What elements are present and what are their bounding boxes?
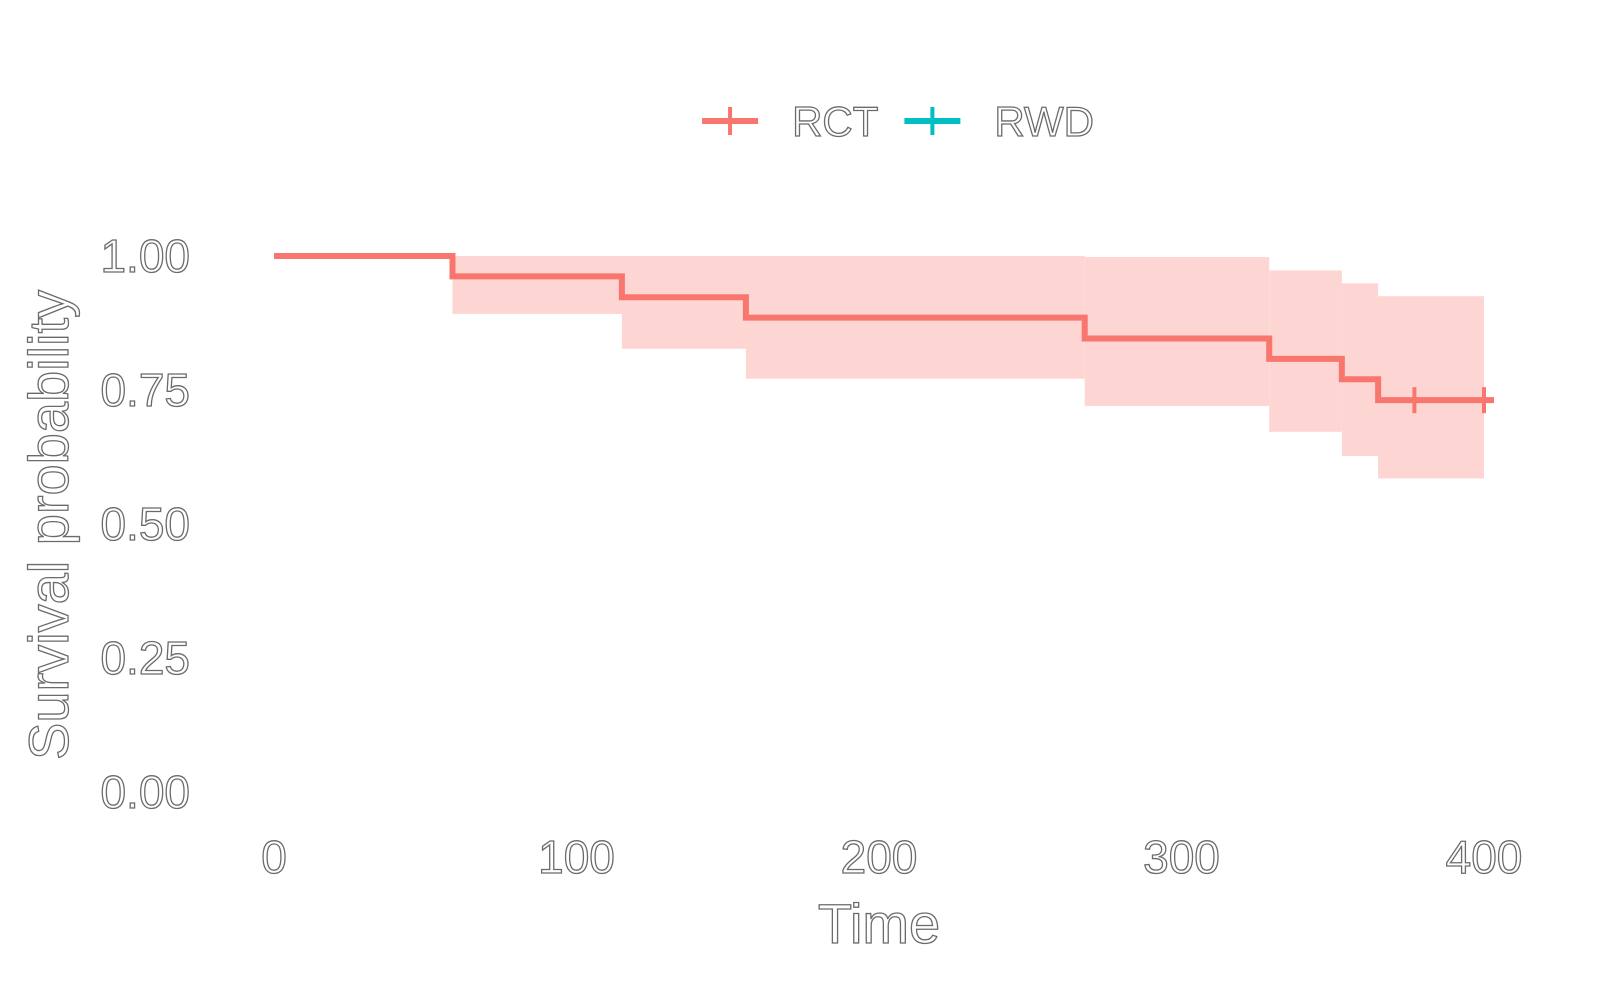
legend-item-rct: RCT bbox=[702, 97, 879, 146]
y-tick-label: 0.00 bbox=[100, 766, 190, 818]
y-tick-label: 0.75 bbox=[100, 364, 190, 416]
ribbon-rct-1 bbox=[452, 256, 622, 314]
legend-item-rwd: RWD bbox=[904, 97, 1095, 146]
x-tick-label: 400 bbox=[1446, 831, 1523, 883]
survival-curves bbox=[274, 253, 1494, 404]
censor-marks bbox=[1412, 387, 1486, 414]
legend-label-rwd: RWD bbox=[994, 98, 1094, 145]
x-tick-label: 300 bbox=[1143, 831, 1220, 883]
ribbon-rct-7 bbox=[1378, 296, 1484, 479]
x-tick-label: 200 bbox=[841, 831, 918, 883]
ribbon-rct-2 bbox=[621, 256, 746, 349]
y-tick-label: 1.00 bbox=[100, 230, 190, 282]
ribbon-rct-5 bbox=[1269, 270, 1342, 432]
legend-label-rct: RCT bbox=[792, 98, 878, 145]
x-axis-title: Time bbox=[818, 892, 940, 955]
survival-line-rct bbox=[274, 253, 1494, 404]
ribbon-rct-6 bbox=[1341, 283, 1379, 456]
ribbon-rct-4 bbox=[1084, 257, 1270, 407]
x-tick-label: 100 bbox=[538, 831, 615, 883]
confidence-ribbons bbox=[452, 256, 1484, 479]
y-tick-label: 0.25 bbox=[100, 632, 190, 684]
y-axis-ticks: 0.00 0.25 0.50 0.75 1.00 bbox=[100, 229, 191, 818]
legend: RCT RWD bbox=[702, 97, 1095, 146]
y-axis-title: Survival probability bbox=[17, 290, 80, 760]
x-axis-ticks: 0 100 200 300 400 bbox=[261, 830, 1523, 883]
x-tick-label: 0 bbox=[261, 831, 287, 883]
y-tick-label: 0.50 bbox=[100, 498, 190, 550]
